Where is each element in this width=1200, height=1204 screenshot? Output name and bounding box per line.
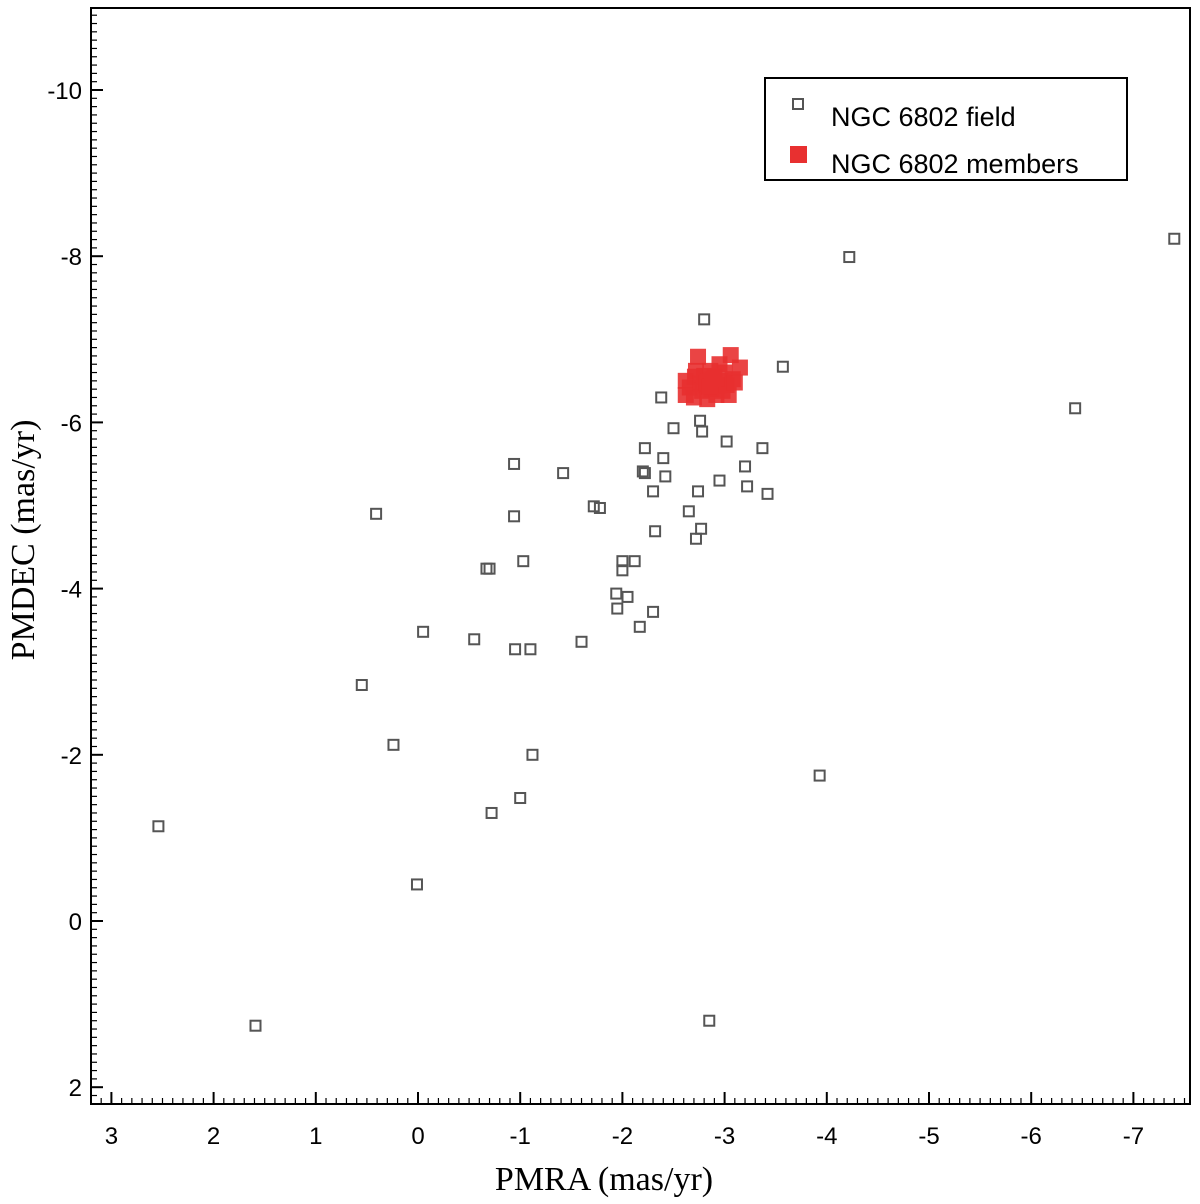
field-point [387, 738, 400, 751]
y-tick-label: -8 [61, 244, 82, 271]
field-point [483, 562, 496, 575]
series-ngc6802-members [677, 347, 748, 408]
x-tick-label: -6 [1021, 1123, 1042, 1150]
field-point [649, 525, 662, 538]
member-point [704, 371, 721, 388]
field-point [667, 422, 680, 435]
field-point [689, 532, 702, 545]
x-axis-title: PMRA (mas/yr) [495, 1161, 713, 1198]
field-point [696, 425, 709, 438]
member-point [731, 359, 748, 376]
field-point [720, 435, 733, 448]
field-point [756, 442, 769, 455]
field-point [682, 505, 695, 518]
field-point [557, 467, 570, 480]
field-point [526, 748, 539, 761]
x-tick-label: -2 [612, 1123, 633, 1150]
y-tick-label: -4 [61, 577, 82, 604]
field-point [694, 414, 707, 427]
x-tick-label: -5 [918, 1123, 939, 1150]
field-point [1168, 232, 1181, 245]
field-point [741, 480, 754, 493]
field-point [633, 620, 646, 633]
field-point [355, 678, 368, 691]
field-point [508, 457, 521, 470]
field-point [657, 452, 670, 465]
field-point [610, 587, 623, 600]
y-minor-ticks [91, 14, 97, 1097]
x-tick-label: 3 [105, 1123, 118, 1150]
legend-label-field: NGC 6802 field [831, 102, 1016, 132]
y-axis: -10 -8 -6 -4 -2 0 2 [47, 78, 103, 1102]
field-point [621, 590, 634, 603]
plot-area [90, 7, 1191, 1105]
field-point [485, 806, 498, 819]
field-point [152, 820, 165, 833]
field-point [628, 555, 641, 568]
member-point [722, 347, 739, 364]
field-point [695, 522, 708, 535]
field-point [843, 251, 856, 264]
member-point [690, 348, 707, 365]
y-tick-label: 0 [69, 909, 82, 936]
field-point [508, 510, 521, 523]
field-point [417, 625, 430, 638]
field-point [410, 878, 423, 891]
x-tick-label: -7 [1123, 1123, 1144, 1150]
field-point [616, 564, 629, 577]
field-point [524, 643, 537, 656]
member-point [726, 374, 743, 391]
field-point [655, 391, 668, 404]
field-point [514, 792, 527, 805]
field-point [647, 485, 660, 498]
x-tick-label: -1 [510, 1123, 531, 1150]
field-point [1069, 402, 1082, 415]
field-point [636, 465, 649, 478]
legend-marker-members [790, 146, 807, 163]
field-point [638, 467, 651, 480]
y-axis-title: PMDEC (mas/yr) [5, 420, 42, 661]
field-point [575, 635, 588, 648]
field-point [776, 360, 789, 373]
field-point [611, 602, 624, 615]
series-ngc6802-field [152, 232, 1181, 1032]
member-point [720, 386, 737, 403]
field-point [249, 1019, 262, 1032]
field-point [587, 500, 600, 513]
x-tick-label: 0 [411, 1123, 424, 1150]
y-tick-label: 2 [69, 1075, 82, 1102]
field-point [468, 633, 481, 646]
legend-marker-field [792, 98, 804, 110]
field-point [638, 442, 651, 455]
y-tick-label: -10 [47, 78, 82, 105]
field-point [647, 605, 660, 618]
field-point [713, 474, 726, 487]
x-tick-label: 2 [207, 1123, 220, 1150]
field-point [813, 769, 826, 782]
field-point [698, 313, 711, 326]
field-point [517, 555, 530, 568]
y-tick-label: -6 [61, 410, 82, 437]
field-point [692, 485, 705, 498]
legend-box [764, 77, 1128, 181]
x-tick-label: -3 [714, 1123, 735, 1150]
field-point [509, 643, 522, 656]
field-point [480, 562, 493, 575]
field-point [703, 1014, 716, 1027]
legend: NGC 6802 field NGC 6802 members [764, 77, 1128, 181]
x-axis: 3 2 1 0 -1 -2 -3 -4 -5 -6 -7 [105, 1092, 1144, 1150]
field-point [370, 507, 383, 520]
y-tick-label: -2 [61, 743, 82, 770]
field-point [593, 501, 606, 514]
legend-label-members: NGC 6802 members [831, 149, 1079, 179]
field-point [659, 470, 672, 483]
field-point [761, 487, 774, 500]
field-point [739, 460, 752, 473]
x-tick-label: -4 [816, 1123, 837, 1150]
x-tick-label: 1 [309, 1123, 322, 1150]
